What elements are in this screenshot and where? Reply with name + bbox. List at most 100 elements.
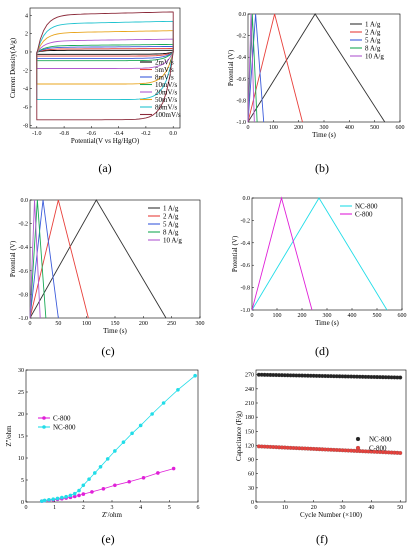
data-point: [93, 471, 97, 475]
panel-c: 0 50 100 150 200 250 300 0.0 -0.2 -0.4 -0.6 -0.8 -1.…: [9, 198, 205, 358]
gcd-curve: [247, 13, 255, 123]
data-point: [68, 493, 73, 498]
y-tick-label: 150: [245, 429, 254, 435]
legend-label: 20mV/s: [155, 88, 177, 96]
data-point: [81, 483, 86, 488]
legend-label: C-800: [369, 444, 387, 452]
data-point: [51, 497, 56, 501]
y-tick-label: 5: [21, 478, 24, 484]
data-point: [141, 476, 146, 480]
y-axis-label: Current Density(A/g): [9, 37, 17, 98]
y-tick-label: 25: [18, 390, 24, 396]
x-tick-label: 50: [55, 321, 61, 327]
y-axis-label: Capacitance (F/g): [235, 410, 243, 461]
data-point: [398, 450, 403, 455]
y-tick-label: 0: [25, 50, 28, 56]
panel-label: (a): [98, 161, 111, 175]
y-tick-label: -0.2: [237, 34, 247, 40]
data-point: [72, 494, 77, 499]
y-tick-label: 15: [18, 434, 24, 440]
y-tick-label: -0.8: [237, 98, 247, 104]
gcd-curve: [251, 196, 313, 311]
panel-f: 0 10 20 30 40 50 0 30 60 90 120 150 180 210 240 270 Cycl…: [235, 369, 407, 546]
y-axis-label: Potential (V): [231, 235, 239, 272]
gcd-curve: [247, 13, 386, 123]
gcd-curve: [29, 199, 41, 319]
data-point: [398, 375, 403, 380]
x-tick-label: 3: [111, 505, 114, 511]
y-tick-label: -1.0: [241, 308, 251, 314]
x-tick-label: 150: [111, 321, 120, 327]
data-point: [81, 492, 86, 496]
y-tick-label: -1.0: [19, 316, 29, 322]
x-tick-label: 0: [25, 505, 28, 511]
legend-marker: [42, 425, 46, 429]
data-point: [64, 494, 68, 499]
x-tick-label: 0: [251, 313, 254, 319]
cv-curve: [36, 49, 174, 55]
panel-a: -1.0 -0.8 -0.6 -0.4 -0.2 0.0 4 2 0 -2 -4 -6 -8 Potent…: [9, 7, 181, 175]
y-tick-label: 30: [248, 486, 254, 492]
y-tick-label: -0.8: [19, 292, 29, 298]
data-point: [98, 465, 103, 469]
x-tick-label: 300: [323, 313, 332, 319]
x-tick-label: 30: [340, 505, 346, 511]
data-point: [176, 388, 180, 392]
y-tick-label: 90: [248, 458, 254, 464]
cv-curve: [36, 48, 174, 57]
x-tick-label: 40: [368, 505, 374, 511]
legend-label: C-800: [355, 210, 373, 218]
data-point: [150, 412, 154, 416]
legend-label: NC-800: [355, 202, 378, 210]
data-point: [193, 373, 197, 378]
x-tick-label: 250: [167, 321, 176, 327]
data-point: [87, 477, 91, 481]
y-tick-label: 120: [245, 443, 254, 449]
x-tick-label: 600: [396, 125, 405, 131]
x-axis-label: Cycle Number (×100): [300, 511, 363, 519]
plot-frame: [25, 369, 199, 503]
y-tick-label: 10: [18, 456, 24, 462]
y-tick-label: 0: [21, 500, 24, 506]
y-tick-label: -0.2: [241, 218, 251, 224]
y-tick-label: -0.4: [237, 55, 247, 61]
data-point: [72, 491, 77, 496]
x-tick-label: 0: [29, 321, 32, 327]
x-tick-label: 200: [294, 125, 303, 131]
panel-e: 0 1 2 3 4 5 6 0 5 10 15 20 25 30 Z'/ohm Z''/ohm (e) C-800…: [5, 368, 200, 546]
gcd-curve: [29, 199, 89, 319]
nyquist-line: [41, 375, 196, 502]
x-tick-label: 300: [196, 321, 205, 327]
data-point: [42, 498, 47, 503]
legend-label: NC-800: [53, 423, 76, 431]
y-tick-label: -0.6: [241, 263, 251, 269]
data-point: [113, 449, 117, 453]
x-tick-label: -0.4: [114, 131, 124, 137]
x-tick-label: 100: [82, 321, 91, 327]
y-tick-label: -0.6: [19, 269, 29, 275]
y-tick-label: 0: [251, 500, 254, 506]
legend-label: 80mV/s: [155, 103, 177, 111]
y-tick-label: 180: [245, 415, 254, 421]
gcd-curve: [251, 197, 388, 311]
x-tick-label: 200: [298, 313, 307, 319]
legend-label: 2mV/s: [155, 58, 174, 66]
x-axis-label: Time (s): [312, 131, 336, 139]
data-point: [55, 496, 60, 501]
x-tick-label: 0.0: [169, 131, 177, 137]
x-tick-label: 400: [345, 125, 354, 131]
x-tick-label: 0: [247, 125, 250, 131]
x-tick-label: 600: [398, 313, 407, 319]
x-tick-label: 300: [320, 125, 329, 131]
y-tick-label: -0.6: [237, 77, 247, 83]
x-tick-label: 20: [311, 505, 317, 511]
data-point: [60, 495, 64, 500]
x-tick-label: 5: [168, 505, 171, 511]
legend-label: 5mV/s: [155, 66, 174, 74]
legend-label: 2 A/g: [163, 212, 179, 220]
data-point: [39, 499, 44, 503]
x-tick-label: 2: [82, 505, 85, 511]
y-tick-label: 0.0: [239, 12, 247, 18]
data-point: [105, 457, 110, 461]
